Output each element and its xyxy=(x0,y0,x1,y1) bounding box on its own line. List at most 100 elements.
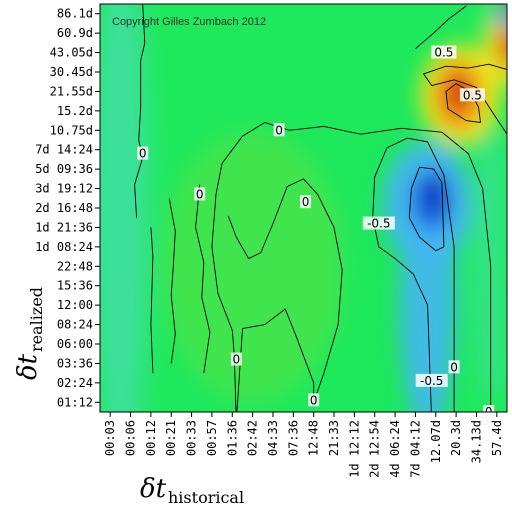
contour-line-2 xyxy=(372,137,455,412)
contour-label-bg xyxy=(194,187,206,201)
heat-blob-1 xyxy=(116,4,153,412)
heat-blob-2 xyxy=(161,130,345,403)
contour-labels: 0 0 0 0 0 0 0 0 -0.5 -0.5 0.5 0.5 xyxy=(137,45,495,419)
x-axis-title-sub: historical xyxy=(168,488,244,507)
contour-label-11: 0.5 xyxy=(459,88,485,102)
contour-label-text: 0 xyxy=(310,393,318,407)
contour-label-bg xyxy=(362,216,395,230)
contour-line-10 xyxy=(195,184,211,374)
contour-label-text: -0.5 xyxy=(420,374,443,388)
contour-label-text: 0.5 xyxy=(434,46,453,60)
contour-label-bg xyxy=(273,123,285,137)
y-tick-label: 21.55d xyxy=(50,84,93,98)
contour-label-3: 0 xyxy=(273,123,285,137)
contour-label-bg xyxy=(459,88,485,102)
contour-label-bg xyxy=(300,195,312,209)
contour-label-0: 0 xyxy=(137,146,149,161)
x-tick-label: 2d 12:54 xyxy=(368,420,382,478)
contour-label-2: 0 xyxy=(230,352,242,367)
x-axis-title-main: δt xyxy=(140,474,167,504)
heat-blob-12 xyxy=(502,33,507,61)
contour-label-8: -0.5 xyxy=(362,216,395,231)
contour-label-1: 0 xyxy=(194,187,206,201)
heat-blob-4 xyxy=(399,178,457,412)
x-tick-label: 7d 04:12 xyxy=(408,420,422,478)
contour-label-bg xyxy=(448,360,460,374)
y-tick-label: 02:24 xyxy=(57,376,93,390)
y-tick-label: 86.1d xyxy=(57,7,93,21)
y-tick-label: 15.2d xyxy=(57,104,93,118)
y-tick-label: 43.05d xyxy=(50,46,93,60)
contour-label-text: 0 xyxy=(196,187,204,201)
y-axis: 86.1d 60.9d 43.05d 30.45d 21.55d 15.2d 10.75d 7… xyxy=(35,7,100,409)
x-tick-label: 00:12 xyxy=(144,420,158,456)
y-tick-label: 1d 21:36 xyxy=(35,220,93,234)
y-tick-label: 08:24 xyxy=(57,318,93,332)
x-tick-label: 20.3d xyxy=(449,420,463,456)
y-tick-label: 15:36 xyxy=(57,279,93,293)
contour-label-10: 0.5 xyxy=(431,45,457,60)
heat-blob-16 xyxy=(496,132,507,401)
x-tick-label: 57.4d xyxy=(490,420,504,456)
y-tick-label: 1d 08:24 xyxy=(35,240,93,254)
y-tick-label: 3d 19:12 xyxy=(35,182,93,196)
contour-line-5 xyxy=(445,83,481,123)
x-tick-label: 34.13d xyxy=(469,420,483,463)
y-axis-title-sub: realized xyxy=(27,287,46,352)
contour-line-8 xyxy=(150,227,154,374)
contour-label-text: 0 xyxy=(485,405,493,419)
contour-line-3 xyxy=(408,166,445,252)
contour-label-bg xyxy=(137,146,149,160)
contour-label-bg xyxy=(483,405,495,412)
contour-line-1 xyxy=(227,178,343,412)
heat-layer xyxy=(100,4,507,412)
contour-label-text: 0 xyxy=(139,147,147,161)
x-tick-label: 04:33 xyxy=(266,420,280,456)
y-tick-label: 60.9d xyxy=(57,26,93,40)
x-tick-label: 01:36 xyxy=(225,420,239,456)
contour-label-bg xyxy=(431,45,457,59)
y-axis-title: δt realized xyxy=(13,287,46,380)
y-tick-label: 01:12 xyxy=(57,395,93,409)
contour-line-9 xyxy=(168,198,176,364)
contour-label-bg xyxy=(308,393,320,407)
y-tick-label: 06:00 xyxy=(57,337,93,351)
contour-label-text: 0.5 xyxy=(463,88,482,102)
contour-label-6: 0 xyxy=(448,360,460,374)
contour-label-text: 0 xyxy=(450,360,458,374)
contour-label-5: 0 xyxy=(308,393,320,407)
y-tick-label: 03:36 xyxy=(57,356,93,370)
x-axis-title: δt historical xyxy=(140,474,244,507)
heat-blob-14 xyxy=(500,4,507,17)
y-tick-label: 7d 14:24 xyxy=(35,143,93,157)
contour-label-4: 0 xyxy=(300,195,312,209)
contour-label-bg xyxy=(230,352,242,366)
x-tick-label: 02:42 xyxy=(246,420,260,456)
x-tick-label: 00:33 xyxy=(185,420,199,456)
contour-line-6 xyxy=(415,5,467,50)
x-tick-label: 00:57 xyxy=(205,420,219,456)
x-axis: 00:03 00:06 00:12 00:21 00:33 00:57 01:36 02:42… xyxy=(103,412,504,478)
heat-blob-6 xyxy=(421,176,446,216)
contour-label-bg xyxy=(415,373,448,387)
x-tick-label: 12:48 xyxy=(307,420,321,456)
contour-label-9: -0.5 xyxy=(415,373,448,388)
x-tick-label: 00:06 xyxy=(124,420,138,456)
contour-label-text: 0 xyxy=(302,195,310,209)
plot-area: 0 0 0 0 0 0 0 0 -0.5 -0.5 0.5 0.5 xyxy=(100,4,507,419)
y-tick-label: 5d 09:36 xyxy=(35,162,93,176)
contour-label-7: 0 xyxy=(483,405,495,419)
x-tick-label: 1d 12:12 xyxy=(347,420,361,478)
contour-lines xyxy=(134,4,507,412)
y-axis-title-main: δt xyxy=(13,353,43,380)
contour-line-4 xyxy=(422,63,507,136)
x-tick-label: 12.07d xyxy=(429,420,443,463)
contour-label-text: -0.5 xyxy=(367,217,390,231)
x-tick-label: 00:03 xyxy=(103,420,117,456)
y-tick-label: 12:00 xyxy=(57,298,93,312)
x-tick-label: 21:33 xyxy=(327,420,341,456)
contour-label-text: 0 xyxy=(233,353,241,367)
x-tick-label: 4d 06:24 xyxy=(388,420,402,478)
